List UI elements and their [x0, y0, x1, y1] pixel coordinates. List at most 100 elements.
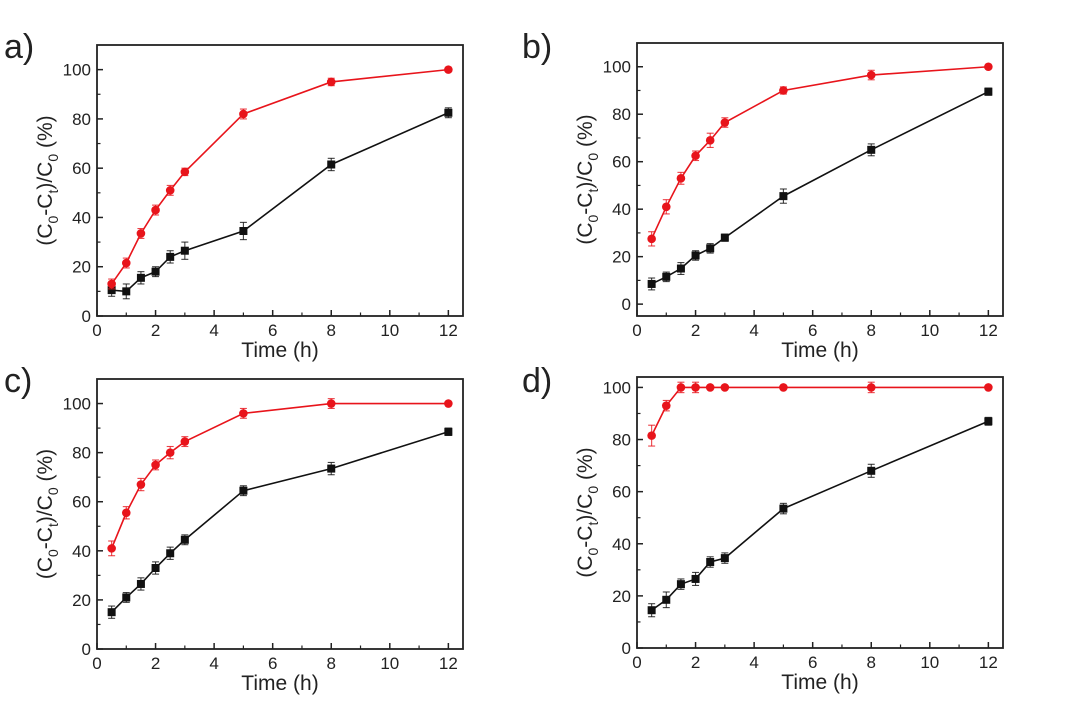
y-tick-label: 40 — [72, 208, 91, 227]
data-point — [107, 544, 116, 553]
plot-frame — [636, 42, 1004, 317]
x-tick-label: 0 — [92, 654, 101, 673]
data-point — [720, 383, 730, 392]
data-point — [647, 234, 656, 244]
data-point — [676, 580, 685, 589]
data-point — [151, 460, 160, 470]
x-tick-label: 6 — [808, 653, 817, 672]
data-point — [166, 252, 175, 261]
data-point — [122, 287, 131, 296]
series-red-circles — [647, 381, 993, 447]
series-line — [650, 65, 989, 240]
data-point — [165, 186, 175, 195]
data-point — [706, 244, 715, 253]
data-point — [239, 109, 248, 119]
x-axis-title: Time (h) — [781, 671, 858, 694]
y-axis-title-part: -C — [574, 193, 597, 215]
data-point — [326, 77, 336, 87]
data-point — [691, 151, 700, 161]
y-axis-title-subscript: 0 — [45, 549, 61, 557]
x-tick-label: 4 — [209, 654, 218, 673]
y-axis-title-part: (%) — [34, 115, 57, 154]
y-tick-label: 0 — [622, 639, 631, 658]
x-tick-label: 8 — [327, 321, 336, 340]
x-tick-label: 2 — [151, 321, 160, 340]
data-point — [867, 145, 876, 154]
y-axis-title: (C0-Ct)/C0 (%) — [574, 447, 601, 577]
x-tick-label: 10 — [920, 653, 939, 672]
x-tick-label: 12 — [439, 654, 458, 673]
y-tick-label: 40 — [612, 200, 631, 219]
x-tick-label: 4 — [209, 321, 218, 340]
data-point — [779, 192, 788, 201]
panel-label: c) — [4, 362, 32, 400]
data-point — [647, 606, 656, 615]
data-point — [691, 251, 700, 260]
data-point — [239, 409, 248, 418]
y-tick-label: 60 — [72, 159, 91, 178]
x-axis-title: Time (h) — [241, 672, 318, 695]
data-point — [720, 118, 730, 127]
y-axis-title-subscript: 0 — [585, 486, 601, 494]
y-tick-label: 60 — [612, 153, 631, 172]
data-point — [647, 431, 656, 440]
data-point — [867, 466, 876, 475]
y-axis-title-part: -C — [34, 527, 57, 549]
panel-label: a) — [4, 28, 34, 66]
data-point — [327, 160, 336, 169]
data-point — [180, 437, 190, 446]
data-point — [107, 608, 116, 617]
series-black-squares — [647, 87, 993, 291]
y-axis-title-subscript: t — [585, 189, 601, 193]
data-point — [180, 246, 189, 255]
x-tick-label: 8 — [867, 321, 876, 340]
y-axis-title-subscript: 0 — [585, 547, 601, 555]
series-line — [651, 420, 989, 611]
panel-label: b) — [522, 28, 552, 66]
data-point — [239, 227, 248, 236]
data-point — [180, 535, 189, 544]
y-axis-title-part: (C — [574, 555, 597, 577]
series-red-circles — [647, 62, 993, 247]
data-point — [165, 448, 175, 457]
y-axis-title: (C0-Ct)/C0 (%) — [574, 114, 601, 244]
x-tick-label: 6 — [268, 654, 277, 673]
y-axis-title-part: (C — [574, 222, 597, 244]
data-point — [136, 229, 146, 238]
data-point — [122, 593, 131, 602]
y-tick-label: 20 — [612, 248, 631, 267]
y-axis-title-part: )/C — [34, 495, 57, 523]
data-point — [691, 574, 700, 583]
x-tick-label: 12 — [979, 321, 998, 340]
y-tick-label: 80 — [612, 105, 631, 124]
data-point — [691, 383, 700, 392]
x-tick-label: 0 — [92, 321, 101, 340]
data-point — [779, 86, 788, 95]
y-axis-title-part: (%) — [574, 447, 597, 486]
plot-frame — [96, 378, 464, 650]
x-tick-label: 6 — [808, 321, 817, 340]
y-axis-title-part: )/C — [34, 162, 57, 190]
data-point — [705, 136, 715, 145]
data-point — [326, 399, 336, 408]
data-point — [866, 383, 876, 392]
data-point — [676, 174, 686, 183]
data-point — [136, 579, 145, 588]
data-point — [444, 427, 453, 436]
y-tick-label: 60 — [72, 493, 91, 512]
y-tick-label: 100 — [603, 378, 631, 397]
x-tick-label: 8 — [867, 653, 876, 672]
data-point — [444, 108, 453, 117]
data-point — [136, 273, 145, 282]
y-tick-label: 20 — [72, 258, 91, 277]
x-tick-label: 0 — [632, 321, 641, 340]
data-point — [662, 272, 671, 281]
y-tick-label: 0 — [82, 307, 91, 326]
x-tick-label: 6 — [268, 321, 277, 340]
data-point — [166, 549, 175, 558]
data-point — [984, 383, 993, 392]
x-tick-label: 0 — [632, 653, 641, 672]
